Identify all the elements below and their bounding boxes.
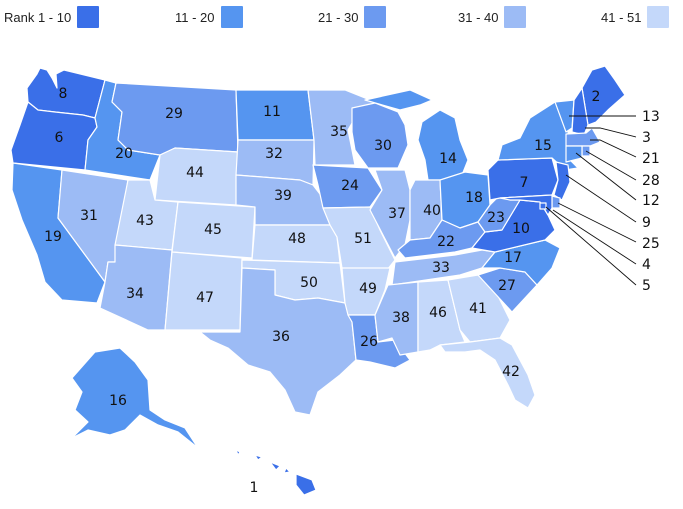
rank-label-wi: 30 — [374, 138, 392, 154]
rank-label-tn: 33 — [432, 260, 450, 276]
legend-swatch — [77, 6, 100, 28]
state-florida[interactable] — [439, 337, 536, 409]
rank-label-ky: 22 — [437, 234, 455, 250]
callout-label-nj: 9 — [642, 215, 651, 231]
rank-label-nm: 47 — [196, 290, 214, 306]
rank-label-va: 10 — [512, 221, 530, 237]
map-legend: Rank 1 - 10 11 - 20 21 - 30 31 - 40 41 -… — [0, 0, 683, 30]
rank-label-id: 20 — [115, 146, 133, 162]
rank-label-nd: 11 — [263, 104, 281, 120]
legend-swatch — [364, 6, 387, 28]
legend-item-rank-1-10[interactable]: Rank 1 - 10 — [4, 6, 100, 28]
rank-label-nv: 31 — [80, 208, 98, 224]
rank-label-az: 34 — [126, 286, 144, 302]
callout-label-dc: 5 — [642, 278, 651, 294]
rank-label-il: 37 — [388, 206, 406, 222]
rank-label-mn: 35 — [330, 124, 348, 140]
callout-label-md: 4 — [642, 257, 651, 273]
state-alaska[interactable] — [71, 347, 199, 449]
callout-label-ct: 12 — [642, 193, 660, 209]
us-state-rank-map: 8 6 19 20 31 29 44 43 34 45 47 11 32 39 … — [10, 65, 660, 496]
state-texas[interactable] — [199, 267, 357, 416]
rank-label-ms: 38 — [392, 310, 410, 326]
state-hawaii[interactable] — [235, 449, 317, 496]
state-district-of-columbia[interactable] — [539, 202, 547, 210]
callout-label-ma: 21 — [642, 151, 660, 167]
state-maine[interactable] — [581, 65, 626, 126]
rank-label-co: 45 — [204, 222, 222, 238]
legend-label: 11 - 20 — [175, 9, 215, 25]
rank-label-sc: 27 — [498, 278, 516, 294]
legend-item-rank-31-40[interactable]: 31 - 40 — [458, 6, 527, 28]
rank-label-in: 40 — [423, 203, 441, 219]
rank-label-mi: 14 — [439, 151, 457, 167]
rank-label-ks: 48 — [288, 231, 306, 247]
legend-label: Rank 1 - 10 — [4, 9, 72, 25]
legend-label: 41 - 51 — [601, 9, 642, 25]
rank-label-ny: 15 — [534, 138, 552, 154]
state-wisconsin[interactable] — [351, 102, 409, 169]
rank-label-hi: 1 — [250, 480, 259, 496]
rank-label-mt: 29 — [165, 106, 183, 122]
rank-label-nc: 17 — [504, 250, 522, 266]
rank-label-ia: 24 — [341, 178, 359, 194]
rank-label-ne: 39 — [274, 188, 292, 204]
legend-swatch — [647, 6, 670, 28]
legend-swatch — [504, 6, 527, 28]
rank-label-wy: 44 — [186, 165, 204, 181]
rank-label-ak: 16 — [109, 393, 127, 409]
rank-label-ca: 19 — [44, 229, 62, 245]
rank-label-ut: 43 — [136, 213, 154, 229]
rank-label-ga: 41 — [469, 301, 487, 317]
state-delaware[interactable] — [551, 195, 561, 209]
rank-label-wa: 8 — [59, 86, 68, 102]
rank-label-tx: 36 — [272, 329, 290, 345]
callout-label-de: 25 — [642, 236, 660, 252]
rank-label-me: 2 — [592, 89, 601, 105]
callout-label-vt: 13 — [642, 109, 660, 125]
rank-label-mo: 51 — [354, 231, 372, 247]
legend-item-rank-21-30[interactable]: 21 - 30 — [318, 6, 387, 28]
rank-label-ok: 50 — [300, 275, 318, 291]
rank-label-la: 26 — [360, 334, 378, 350]
legend-item-rank-11-20[interactable]: 11 - 20 — [175, 6, 243, 28]
state-new-hampshire[interactable] — [571, 87, 589, 136]
state-connecticut[interactable] — [565, 145, 583, 163]
callout-label-nh: 3 — [642, 130, 651, 146]
legend-label: 21 - 30 — [318, 9, 359, 25]
legend-label: 31 - 40 — [458, 9, 499, 25]
callout-lines — [545, 115, 637, 286]
rank-label-sd: 32 — [265, 146, 283, 162]
rank-label-pa: 7 — [520, 175, 529, 191]
rank-label-wv: 23 — [487, 210, 505, 226]
state-michigan[interactable] — [364, 89, 469, 181]
state-new-jersey[interactable] — [553, 161, 571, 201]
legend-item-rank-41-51[interactable]: 41 - 51 — [601, 6, 670, 28]
rank-label-ar: 49 — [359, 281, 377, 297]
callout-label-ri: 28 — [642, 173, 660, 189]
rank-label-oh: 18 — [465, 190, 483, 206]
legend-swatch — [220, 6, 243, 28]
rank-label-al: 46 — [429, 305, 447, 321]
rank-label-or: 6 — [55, 130, 64, 146]
rank-label-fl: 42 — [502, 364, 520, 380]
